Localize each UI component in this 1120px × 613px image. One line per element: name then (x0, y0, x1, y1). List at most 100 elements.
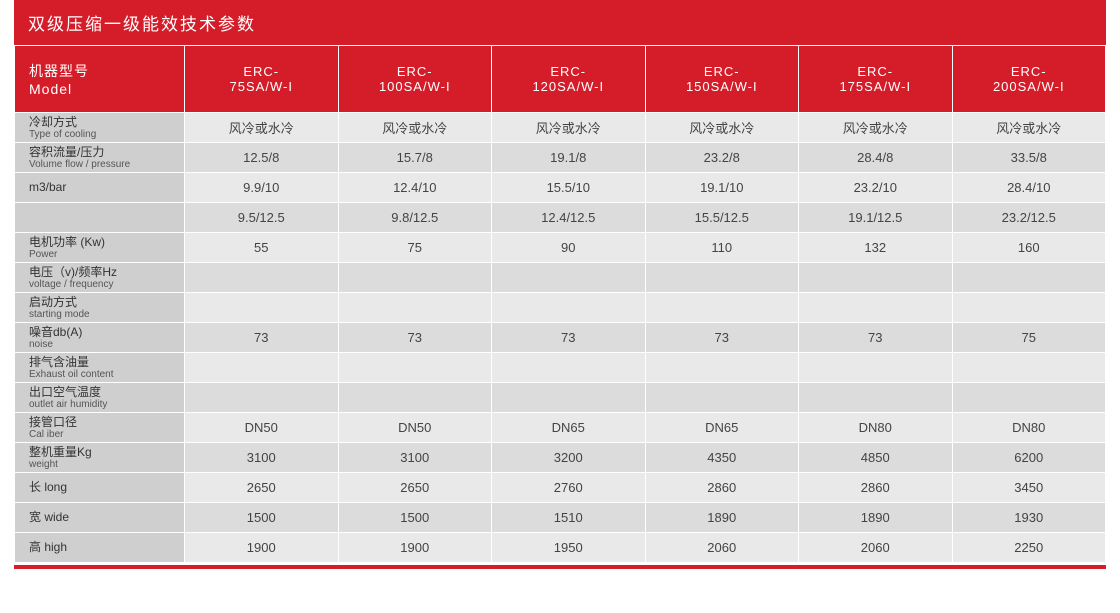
col-header: ERC-100SA/W-I (338, 46, 492, 113)
col-header: ERC-175SA/W-I (799, 46, 953, 113)
col-header: ERC-120SA/W-I (492, 46, 646, 113)
table-cell (952, 293, 1106, 323)
row-header-en: outlet air humidity (29, 399, 184, 410)
table-cell: 75 (952, 323, 1106, 353)
table-cell: 23.2/12.5 (952, 203, 1106, 233)
row-header-cn: m3/bar (29, 181, 184, 194)
table-cell: 9.5/12.5 (185, 203, 339, 233)
table-cell: 1500 (185, 503, 339, 533)
table-cell (338, 293, 492, 323)
table-row: 噪音db(A)noise737373737375 (15, 323, 1106, 353)
table-row: 排气含油量Exhaust oil content (15, 353, 1106, 383)
table-cell: 110 (645, 233, 799, 263)
row-header-en: Power (29, 249, 184, 260)
table-container: 双级压缩一级能效技术参数 机器型号 Model ERC-75SA/W-I ERC… (0, 0, 1120, 569)
table-cell: 1890 (799, 503, 953, 533)
table-cell: 1930 (952, 503, 1106, 533)
row-header-en: weight (29, 459, 184, 470)
table-cell (185, 293, 339, 323)
table-row: 整机重量Kgweight310031003200435048506200 (15, 443, 1106, 473)
table-cell: 33.5/8 (952, 143, 1106, 173)
table-cell (185, 383, 339, 413)
table-cell: 19.1/10 (645, 173, 799, 203)
table-cell: 3100 (185, 443, 339, 473)
table-cell: 28.4/8 (799, 143, 953, 173)
table-cell: 3200 (492, 443, 646, 473)
table-cell: 73 (645, 323, 799, 353)
table-row: 高 high190019001950206020602250 (15, 533, 1106, 563)
row-header (15, 203, 185, 233)
table-cell: 1900 (185, 533, 339, 563)
table-cell (952, 353, 1106, 383)
table-cell: 6200 (952, 443, 1106, 473)
table-cell (492, 383, 646, 413)
table-cell: 90 (492, 233, 646, 263)
corner-header: 机器型号 Model (15, 46, 185, 113)
row-header-cn: 冷却方式 (29, 116, 184, 129)
table-cell: 15.7/8 (338, 143, 492, 173)
row-header: 高 high (15, 533, 185, 563)
table-cell: 73 (492, 323, 646, 353)
table-cell (645, 263, 799, 293)
row-header-en: noise (29, 339, 184, 350)
table-cell: 2650 (185, 473, 339, 503)
table-cell: 3100 (338, 443, 492, 473)
table-cell (952, 263, 1106, 293)
table-cell (338, 263, 492, 293)
table-row: 出口空气温度outlet air humidity (15, 383, 1106, 413)
row-header-cn: 排气含油量 (29, 356, 184, 369)
page-title: 双级压缩一级能效技术参数 (14, 0, 1106, 45)
table-cell (799, 353, 953, 383)
row-header-cn: 高 high (29, 541, 184, 554)
row-header-cn: 宽 wide (29, 511, 184, 524)
table-cell: 风冷或水冷 (952, 113, 1106, 143)
row-header-en: Volume flow / pressure (29, 159, 184, 170)
table-cell (645, 353, 799, 383)
table-cell: 23.2/10 (799, 173, 953, 203)
table-row: 容积流量/压力Volume flow / pressure12.5/815.7/… (15, 143, 1106, 173)
table-cell (799, 293, 953, 323)
table-cell: DN65 (492, 413, 646, 443)
row-header: 出口空气温度outlet air humidity (15, 383, 185, 413)
table-cell: 1900 (338, 533, 492, 563)
row-header-cn: 噪音db(A) (29, 326, 184, 339)
table-row: 启动方式starting mode (15, 293, 1106, 323)
table-cell: 1510 (492, 503, 646, 533)
table-cell (645, 383, 799, 413)
table-cell: 73 (338, 323, 492, 353)
row-header-en: Cal iber (29, 429, 184, 440)
row-header-en: starting mode (29, 309, 184, 320)
table-row: 长 long265026502760286028603450 (15, 473, 1106, 503)
table-cell: 2650 (338, 473, 492, 503)
row-header: 电机功率 (Kw)Power (15, 233, 185, 263)
table-row: 宽 wide150015001510189018901930 (15, 503, 1106, 533)
table-cell: DN50 (185, 413, 339, 443)
table-row: 9.5/12.59.8/12.512.4/12.515.5/12.519.1/1… (15, 203, 1106, 233)
col-header: ERC-150SA/W-I (645, 46, 799, 113)
table-cell: 160 (952, 233, 1106, 263)
col-header: ERC-200SA/W-I (952, 46, 1106, 113)
row-header: 启动方式starting mode (15, 293, 185, 323)
table-cell: 4350 (645, 443, 799, 473)
table-cell: 23.2/8 (645, 143, 799, 173)
table-cell: 9.9/10 (185, 173, 339, 203)
table-cell: 15.5/10 (492, 173, 646, 203)
table-cell: 1890 (645, 503, 799, 533)
table-row: m3/bar9.9/1012.4/1015.5/1019.1/1023.2/10… (15, 173, 1106, 203)
row-header: m3/bar (15, 173, 185, 203)
row-header-en: Exhaust oil content (29, 369, 184, 380)
col-header: ERC-75SA/W-I (185, 46, 339, 113)
table-cell (799, 263, 953, 293)
table-row: 电压（v)/频率Hzvoltage / frequency (15, 263, 1106, 293)
row-header: 宽 wide (15, 503, 185, 533)
table-row: 电机功率 (Kw)Power557590110132160 (15, 233, 1106, 263)
table-cell: 4850 (799, 443, 953, 473)
table-cell: 9.8/12.5 (338, 203, 492, 233)
row-header: 电压（v)/频率Hzvoltage / frequency (15, 263, 185, 293)
row-header-cn: 电机功率 (Kw) (29, 236, 184, 249)
table-cell: 风冷或水冷 (799, 113, 953, 143)
header-row: 机器型号 Model ERC-75SA/W-I ERC-100SA/W-I ER… (15, 46, 1106, 113)
table-cell: 2250 (952, 533, 1106, 563)
table-cell: 15.5/12.5 (645, 203, 799, 233)
row-header-cn: 长 long (29, 481, 184, 494)
